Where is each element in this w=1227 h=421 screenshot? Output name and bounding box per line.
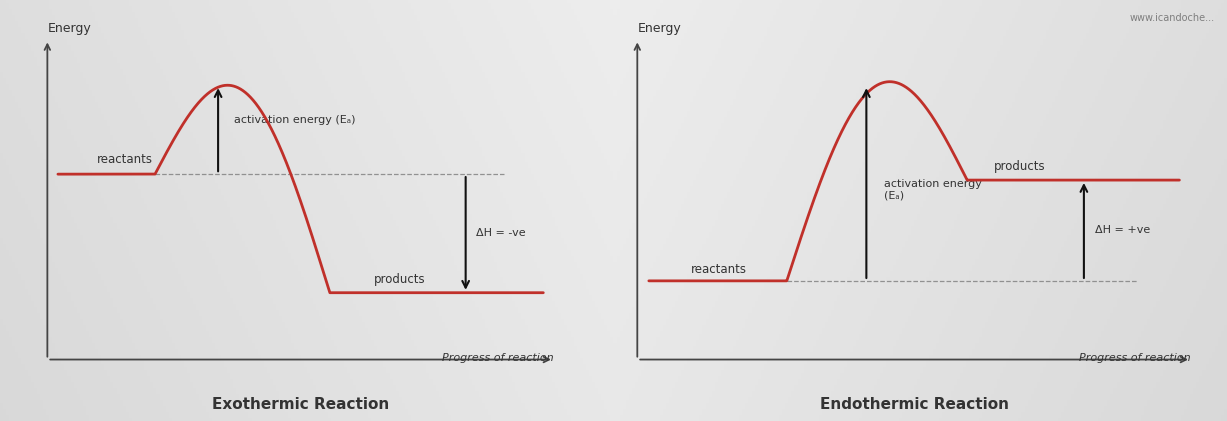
Text: Endothermic Reaction: Endothermic Reaction	[820, 397, 1009, 412]
Text: Energy: Energy	[637, 21, 681, 35]
Text: reactants: reactants	[691, 263, 747, 276]
Text: ΔH = -ve: ΔH = -ve	[476, 229, 526, 238]
Text: reactants: reactants	[97, 153, 152, 166]
Text: activation energy
(Eₐ): activation energy (Eₐ)	[883, 179, 982, 200]
Text: www.icandoche...: www.icandoche...	[1130, 13, 1215, 23]
Text: Exothermic Reaction: Exothermic Reaction	[212, 397, 389, 412]
Text: activation energy (Eₐ): activation energy (Eₐ)	[234, 115, 356, 125]
Text: Energy: Energy	[48, 21, 91, 35]
Text: Progress of reaction: Progress of reaction	[442, 353, 553, 363]
Text: products: products	[994, 160, 1045, 173]
Text: ΔH = +ve: ΔH = +ve	[1096, 226, 1151, 235]
Text: Progress of reaction: Progress of reaction	[1080, 353, 1191, 363]
Text: products: products	[373, 273, 425, 286]
